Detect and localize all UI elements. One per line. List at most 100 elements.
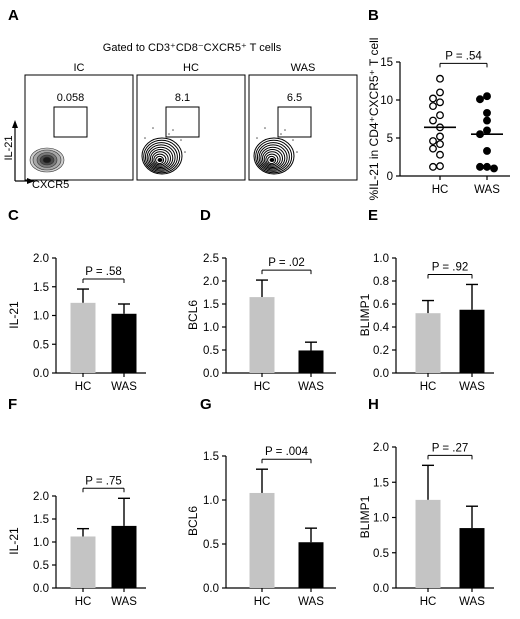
flow-event-dot bbox=[280, 133, 282, 135]
x-tick-label: HC bbox=[254, 596, 271, 608]
x-tick-label: HC bbox=[432, 184, 449, 196]
panel-label-g: G bbox=[200, 396, 212, 413]
data-point-hc bbox=[436, 98, 444, 107]
flow-event-dot bbox=[144, 137, 146, 139]
bar-hc bbox=[415, 313, 441, 373]
gate-title: Gated to CD3⁺CD8⁻CXCR5⁺ T cells bbox=[103, 42, 282, 54]
flow-plot-frame bbox=[136, 74, 246, 181]
y-tick-label: 2.0 bbox=[373, 442, 389, 454]
panel-label-b: B bbox=[368, 7, 379, 24]
y-tick-label: 1.0 bbox=[203, 322, 219, 334]
bar-was bbox=[298, 542, 324, 588]
y-tick-label: 1.5 bbox=[33, 514, 49, 526]
y-tick-label: 0.5 bbox=[33, 339, 49, 351]
contour-ring bbox=[255, 139, 293, 174]
flow-x-axis-label: CXCR5 bbox=[32, 179, 69, 191]
data-point-hc bbox=[429, 94, 437, 103]
flow-sample-name: HC bbox=[183, 62, 199, 74]
flow-event-dot bbox=[152, 127, 154, 129]
data-point-was bbox=[483, 126, 491, 135]
flow-plot-frame bbox=[24, 74, 134, 181]
p-value-label: P = .02 bbox=[268, 257, 305, 269]
x-tick-label: WAS bbox=[474, 184, 500, 196]
data-point-hc bbox=[436, 88, 444, 97]
flow-event-dot bbox=[292, 139, 294, 141]
significance-bracket: P = .54 bbox=[439, 50, 488, 68]
flow-contour-population bbox=[253, 127, 298, 175]
bar-hc bbox=[249, 492, 275, 588]
y-tick-label: 1.0 bbox=[373, 513, 389, 525]
y-tick-label: 2.0 bbox=[33, 253, 49, 265]
y-tick-label: 1.5 bbox=[33, 282, 49, 294]
panel-label-e: E bbox=[368, 207, 378, 224]
contour-ring bbox=[265, 153, 279, 166]
data-point-hc bbox=[436, 74, 444, 83]
chart-panel-f: F 0.0 0.5 1.0 1.5 2.0 IL-21 HC WAS P = .75 bbox=[7, 396, 146, 608]
flow-event-dot bbox=[256, 137, 258, 139]
y-tick-label: 0.4 bbox=[373, 322, 390, 334]
y-tick-label: 0.2 bbox=[373, 345, 389, 357]
contour-ring bbox=[150, 149, 171, 168]
flow-event-dot bbox=[180, 139, 182, 141]
x-tick-label: WAS bbox=[459, 596, 485, 608]
contour-ring bbox=[146, 144, 176, 171]
contour-ring bbox=[262, 149, 283, 168]
y-tick-label: 0.0 bbox=[373, 583, 389, 595]
x-tick-label: WAS bbox=[111, 596, 137, 608]
y-tick-label: 0.0 bbox=[203, 368, 219, 380]
bar-hc bbox=[70, 536, 96, 588]
data-point-hc bbox=[429, 116, 437, 125]
y-tick-label: 15 bbox=[380, 57, 393, 69]
flow-gate-box bbox=[277, 106, 312, 138]
bar-was bbox=[298, 350, 324, 373]
y-axis-title: IL-21 bbox=[7, 301, 21, 329]
flow-gate-percent: 0.058 bbox=[57, 92, 85, 104]
flow-gate-box bbox=[165, 106, 200, 138]
flow-gate-percent: 6.5 bbox=[287, 92, 302, 104]
y-tick-label: 1.5 bbox=[373, 477, 389, 489]
y-tick-label: 0.0 bbox=[203, 583, 219, 595]
contour-ring bbox=[256, 142, 290, 172]
flow-event-dot bbox=[296, 151, 298, 153]
flow-y-axis-label: IL-21 bbox=[3, 135, 15, 160]
significance-bracket: P = .75 bbox=[82, 475, 125, 493]
x-tick-label: HC bbox=[254, 381, 271, 393]
p-value-label: P = .54 bbox=[445, 50, 482, 62]
y-tick-label: 0.0 bbox=[373, 368, 389, 380]
x-tick-label: HC bbox=[420, 381, 437, 393]
flow-panel: A Gated to CD3⁺CD8⁻CXCR5⁺ T cells IC 0.05… bbox=[3, 7, 358, 191]
flow-contour-population bbox=[141, 127, 186, 175]
p-value-label: P = .58 bbox=[85, 266, 122, 278]
flow-event-dot bbox=[184, 151, 186, 153]
flow-plot-hc: HC 8.1 bbox=[136, 62, 246, 181]
contour-ring bbox=[267, 155, 277, 165]
flow-plot-was: WAS 6.5 bbox=[248, 62, 358, 181]
significance-bracket: P = .27 bbox=[427, 442, 473, 460]
y-axis-title: BLIMP1 bbox=[358, 293, 372, 336]
flow-sample-name: WAS bbox=[291, 62, 316, 74]
chart-panel-h: H 0.0 0.5 1.0 1.5 2.0 BLIMP1 HC WAS P = .27 bbox=[358, 396, 494, 608]
y-tick-label: 0.5 bbox=[203, 539, 219, 551]
y-tick-label: 0.6 bbox=[373, 299, 389, 311]
y-tick-label: 1.5 bbox=[203, 299, 219, 311]
data-point-hc bbox=[436, 162, 444, 171]
data-point-was bbox=[483, 162, 491, 171]
contour-core bbox=[157, 158, 163, 162]
data-point-hc bbox=[436, 111, 444, 120]
p-value-label: P = .27 bbox=[432, 442, 469, 454]
bar-hc bbox=[70, 302, 96, 373]
data-point-hc bbox=[429, 144, 437, 153]
significance-bracket: P = .58 bbox=[82, 266, 125, 284]
y-tick-label: 2.5 bbox=[203, 253, 219, 265]
chart-panel-b: B 0 5 10 15%IL-21 in CD4⁺CXCR5⁺ T cell HC WAS P… bbox=[367, 7, 510, 200]
y-tick-label: 0.0 bbox=[33, 583, 49, 595]
data-point-hc bbox=[436, 150, 444, 159]
flow-event-dot bbox=[168, 133, 170, 135]
y-tick-label: 0 bbox=[387, 171, 393, 183]
contour-ring bbox=[151, 151, 169, 167]
contour-ring bbox=[144, 142, 178, 172]
y-tick-label: 0.0 bbox=[33, 368, 49, 380]
x-tick-label: WAS bbox=[459, 381, 485, 393]
y-tick-label: 1.0 bbox=[33, 311, 49, 323]
